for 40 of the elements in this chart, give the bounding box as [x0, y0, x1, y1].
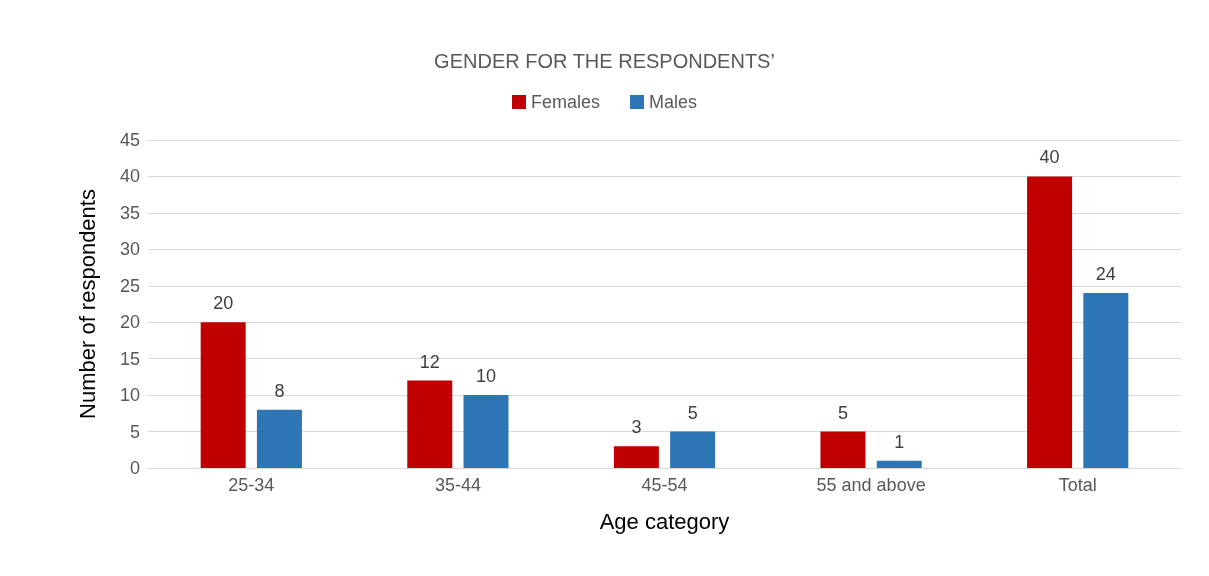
bar [613, 446, 659, 468]
x-tick-label: 45-54 [641, 475, 688, 495]
y-tick-label: 35 [119, 202, 140, 223]
legend-label: Females [530, 92, 601, 112]
data-label: 10 [476, 366, 497, 387]
data-label: 8 [274, 380, 285, 401]
y-axis-title: Number of respondents [74, 189, 100, 419]
y-tick-label: 0 [129, 458, 140, 478]
bar [670, 431, 716, 468]
y-tick-label: 40 [119, 166, 140, 187]
y-tick-label: 15 [119, 348, 140, 369]
chart-title: GENDER FOR THE RESPONDENTS’ [434, 50, 775, 72]
x-tick-label: 55 and above [816, 475, 926, 495]
data-label: 24 [1095, 264, 1116, 285]
bar [463, 395, 509, 468]
bar [1027, 176, 1073, 468]
bar [200, 322, 246, 468]
y-tick-label: 30 [119, 239, 140, 260]
data-label: 5 [687, 402, 698, 423]
data-label: 3 [631, 417, 642, 438]
data-label: 20 [213, 293, 234, 314]
y-tick-label: 5 [129, 421, 140, 442]
x-tick-label: Total [1058, 475, 1097, 495]
bar [256, 409, 302, 468]
y-tick-label: 25 [119, 275, 140, 296]
data-label: 40 [1039, 147, 1060, 168]
bar [1083, 293, 1129, 468]
bar [820, 431, 866, 468]
x-tick-label: 35-44 [434, 475, 481, 495]
y-tick-label: 20 [119, 312, 140, 333]
y-tick-label: 45 [119, 130, 140, 150]
data-label: 5 [837, 402, 848, 423]
data-label: 12 [419, 351, 440, 372]
bar [876, 460, 922, 468]
legend-label: Males [649, 92, 698, 112]
bar [407, 380, 453, 468]
x-tick-label: 25-34 [228, 475, 275, 495]
data-label: 1 [894, 431, 905, 452]
x-axis-title: Age category [599, 508, 730, 534]
y-tick-label: 10 [119, 385, 140, 406]
